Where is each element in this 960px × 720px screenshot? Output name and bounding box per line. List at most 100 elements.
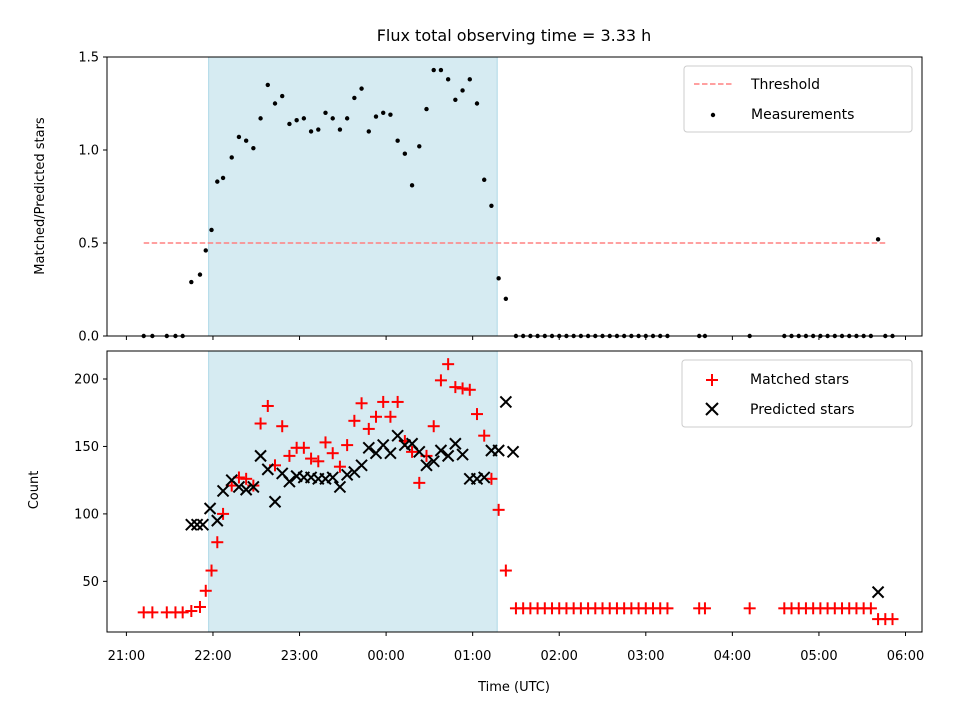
measurement-point: [236, 134, 242, 140]
measurement-point: [482, 177, 487, 182]
bottom-legend: Matched stars Predicted stars: [681, 359, 913, 428]
predicted-point: [499, 395, 513, 409]
x-tick-label: 06:00: [887, 649, 924, 664]
matched-point: [434, 374, 447, 387]
matched-point: [478, 429, 491, 442]
measurement-point: [280, 93, 285, 99]
y-tick-label: 1.5: [78, 51, 99, 66]
measurement-point: [373, 114, 379, 119]
matched-point: [193, 600, 206, 613]
observing-span: [208, 350, 498, 633]
measurement-point: [294, 118, 299, 123]
measurement-point: [496, 276, 501, 281]
measurement-point: [381, 110, 386, 116]
matched-point: [341, 439, 354, 452]
top-panel: 0.0 0.5 1.0 1.5 Matched/Predicted stars Thr…: [33, 51, 923, 345]
measurement-point: [460, 88, 465, 93]
measurement-point: [323, 110, 328, 116]
matched-point: [456, 382, 469, 395]
x-tick-label: 03:00: [627, 649, 664, 664]
measurement-point: [308, 129, 314, 134]
measurement-point: [402, 151, 408, 156]
matched-point: [442, 358, 455, 371]
measurement-point: [344, 116, 350, 121]
measurement-point: [489, 203, 494, 208]
measurement-point: [352, 95, 357, 101]
predicted-point: [478, 471, 491, 484]
measurement-point: [251, 145, 256, 151]
measurement-point: [197, 272, 203, 277]
matched-point: [384, 410, 397, 423]
measurement-point: [453, 97, 458, 102]
matched-point: [199, 584, 212, 597]
measurement-point: [272, 101, 278, 106]
matched-point: [261, 399, 274, 412]
matched-point: [362, 422, 375, 435]
predicted-point: [203, 502, 217, 515]
chart-title: Flux total observing time = 3.33 h: [377, 26, 652, 45]
bottom-ylabel-group: Count: [27, 471, 42, 510]
legend-matched-label: Matched stars: [750, 372, 849, 388]
predicted-point: [196, 518, 210, 531]
top-shaded-span: [208, 56, 498, 337]
predicted-point: [232, 480, 246, 494]
matched-point: [276, 420, 289, 433]
legend-threshold-label: Threshold: [750, 77, 820, 93]
measurement-point: [301, 116, 307, 121]
legend-predicted-swatch: [705, 402, 719, 416]
measurement-point: [875, 237, 881, 242]
matched-point: [413, 476, 426, 489]
measurement-point: [424, 106, 429, 112]
measurement-point: [409, 183, 415, 188]
legend-predicted-label: Predicted stars: [750, 402, 855, 418]
predicted-point: [391, 429, 404, 442]
matched-point: [355, 397, 368, 410]
matched-point: [319, 436, 332, 449]
matched-point: [427, 420, 440, 433]
predicted-point: [340, 468, 354, 481]
predicted-point: [362, 441, 375, 455]
x-tick-label: 04:00: [714, 649, 751, 664]
matched-point: [297, 441, 310, 454]
measurement-point: [431, 67, 436, 73]
matched-point: [254, 417, 267, 430]
predicted-point: [247, 480, 260, 494]
matched-point: [698, 602, 711, 615]
predicted-point: [420, 459, 433, 472]
bottom-panel: 50 100 150 200 21:00 22:00 23:00 00:00 01:00 02:0…: [27, 350, 924, 695]
matched-point: [312, 455, 325, 468]
measurement-point: [203, 248, 208, 253]
matched-point: [333, 460, 346, 473]
matched-point: [370, 410, 383, 423]
predicted-point: [427, 455, 440, 468]
legend-matched-swatch: [706, 374, 718, 386]
top-y-axis-label: Matched/Predicted stars: [33, 117, 48, 275]
measurement-point: [366, 129, 371, 134]
predicted-point: [283, 475, 296, 488]
top-legend-box: [683, 65, 913, 133]
top-legend: Threshold Measurements: [683, 65, 913, 133]
matched-point: [240, 472, 253, 485]
matched-point: [391, 395, 404, 408]
predicted-point: [449, 437, 462, 450]
matched-point: [406, 445, 419, 458]
x-tick-label: 22:00: [194, 649, 231, 664]
y-tick-label: 100: [74, 507, 99, 522]
y-tick-label: 0.5: [78, 237, 99, 252]
predicted-point: [268, 495, 282, 508]
matched-point: [185, 605, 198, 618]
matched-point: [211, 536, 224, 549]
matched-point: [743, 602, 756, 615]
predicted-point: [190, 518, 204, 531]
predicted-point: [456, 448, 469, 461]
y-tick-label: 50: [82, 575, 99, 590]
matched-point: [661, 602, 674, 615]
matched-point: [463, 383, 476, 396]
x-tick-label: 00:00: [367, 649, 404, 664]
measurement-point: [265, 82, 270, 88]
legend-measurements-label: Measurements: [751, 107, 854, 123]
y-tick-label: 200: [74, 373, 99, 388]
predicted-point: [185, 518, 198, 531]
bottom-y-axis-label: Count: [27, 471, 42, 510]
